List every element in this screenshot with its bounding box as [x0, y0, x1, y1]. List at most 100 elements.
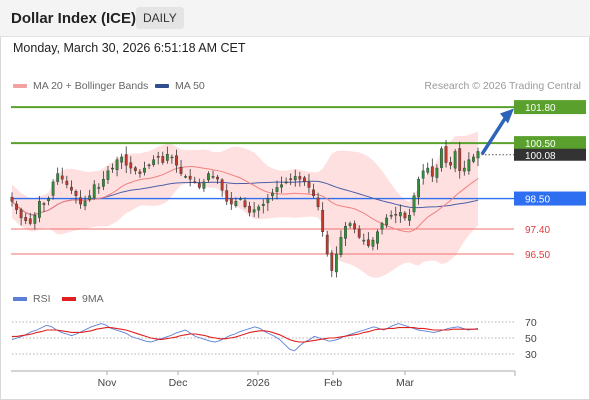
candle-body — [92, 184, 96, 198]
candle-body — [165, 153, 169, 161]
candle-body — [19, 209, 23, 219]
candle-body — [302, 177, 306, 183]
candle-body — [143, 167, 146, 173]
credit-text: Research © 2026 Trading Central — [424, 80, 581, 92]
rsi-ma-legend-label: 9MA — [82, 293, 104, 305]
candle-body — [79, 197, 82, 205]
candle-body — [152, 159, 156, 165]
header-bar: Dollar Index (ICE) DAILY — [0, 0, 590, 37]
candle-body — [435, 167, 439, 178]
candle-body — [449, 162, 452, 166]
candle-body — [357, 228, 361, 238]
candle-body — [417, 178, 421, 198]
candle-body — [362, 239, 366, 242]
candle-body — [366, 239, 370, 246]
candle-body — [234, 201, 238, 206]
candle-body — [421, 170, 425, 179]
candle-body — [257, 206, 261, 211]
candle-body — [325, 234, 329, 255]
candle-body — [69, 186, 73, 191]
candle-body — [10, 196, 14, 202]
candle-body — [115, 159, 119, 170]
rsi-tick-70: 70 — [525, 317, 537, 329]
candle-body — [225, 190, 229, 202]
candle-body — [394, 214, 398, 216]
candle-body — [51, 181, 55, 196]
candle-body — [124, 154, 128, 166]
candle-body — [289, 178, 293, 180]
candle-body — [239, 198, 242, 200]
candle-body — [334, 253, 338, 273]
candle-body — [220, 179, 224, 191]
candle-body — [307, 181, 311, 188]
candle-body — [243, 200, 247, 208]
candle-body — [229, 198, 233, 205]
x-tick-label-Mar: Mar — [396, 377, 415, 389]
forecast-arrow-head — [500, 108, 514, 124]
ma50-swatch — [155, 84, 169, 88]
support-label-96.50: 96.50 — [525, 250, 550, 261]
candle-body — [408, 214, 411, 221]
candle-body — [74, 191, 78, 196]
resistance-tag-101.80 — [514, 100, 586, 115]
candle-body — [175, 155, 178, 166]
candle-body — [467, 159, 471, 172]
candle-body — [188, 175, 192, 180]
candle-body — [275, 187, 279, 192]
candle-body — [156, 156, 160, 158]
candle-body — [133, 167, 137, 172]
candle-body — [389, 214, 393, 217]
candle-body — [261, 203, 265, 206]
candle-body — [398, 212, 402, 217]
candle-body — [252, 209, 256, 213]
candle-body — [453, 151, 457, 169]
candle-body — [184, 176, 188, 178]
candle-body — [129, 162, 133, 169]
candle-body — [458, 148, 462, 172]
candle-body — [462, 167, 466, 172]
rsi-ma-legend-swatch — [62, 297, 76, 301]
candle-body — [207, 173, 210, 181]
candle-body — [284, 181, 288, 184]
candle-body — [403, 212, 407, 219]
candle-body — [101, 178, 105, 187]
candle-body — [376, 231, 379, 244]
candle-body — [344, 226, 347, 239]
candle-body — [38, 201, 41, 218]
candle-body — [440, 148, 443, 168]
current-price-tag — [514, 148, 586, 161]
candle-body — [179, 166, 183, 174]
period-badge[interactable]: DAILY — [136, 7, 184, 29]
candle-body — [120, 156, 124, 163]
candle-body — [83, 201, 87, 207]
candle-body — [426, 167, 430, 173]
candle-body — [88, 195, 92, 200]
timestamp: Monday, March 30, 2026 6:51:18 AM CET — [13, 41, 246, 55]
candle-body — [298, 176, 302, 180]
candle-body — [476, 151, 480, 159]
bollinger-swatch — [13, 84, 27, 88]
candle-body — [266, 198, 270, 204]
candle-body — [42, 203, 46, 205]
support-label-97.40: 97.40 — [525, 225, 550, 236]
pivot-label-98.50: 98.50 — [525, 195, 550, 206]
candle-body — [56, 173, 60, 182]
legend-ma50: MA 50 — [155, 80, 205, 92]
rsi-ma-line — [12, 327, 478, 343]
candle-body — [312, 189, 315, 196]
candle-body — [330, 252, 334, 271]
candle-body — [138, 171, 142, 174]
ma50-label: MA 50 — [175, 80, 205, 92]
rsi-legend-label: RSI — [33, 293, 51, 305]
candle-body — [385, 217, 389, 226]
forecast-arrow-shaft — [480, 117, 507, 156]
candle-body — [211, 176, 215, 178]
current-price-label: 100.08 — [525, 151, 556, 162]
instrument-title: Dollar Index (ICE) — [11, 10, 137, 27]
candle-body — [47, 198, 50, 202]
candle-body — [216, 176, 219, 180]
candle-body — [97, 187, 101, 189]
candle-body — [371, 239, 375, 247]
candle-body — [348, 223, 352, 226]
candle-body — [15, 203, 18, 210]
